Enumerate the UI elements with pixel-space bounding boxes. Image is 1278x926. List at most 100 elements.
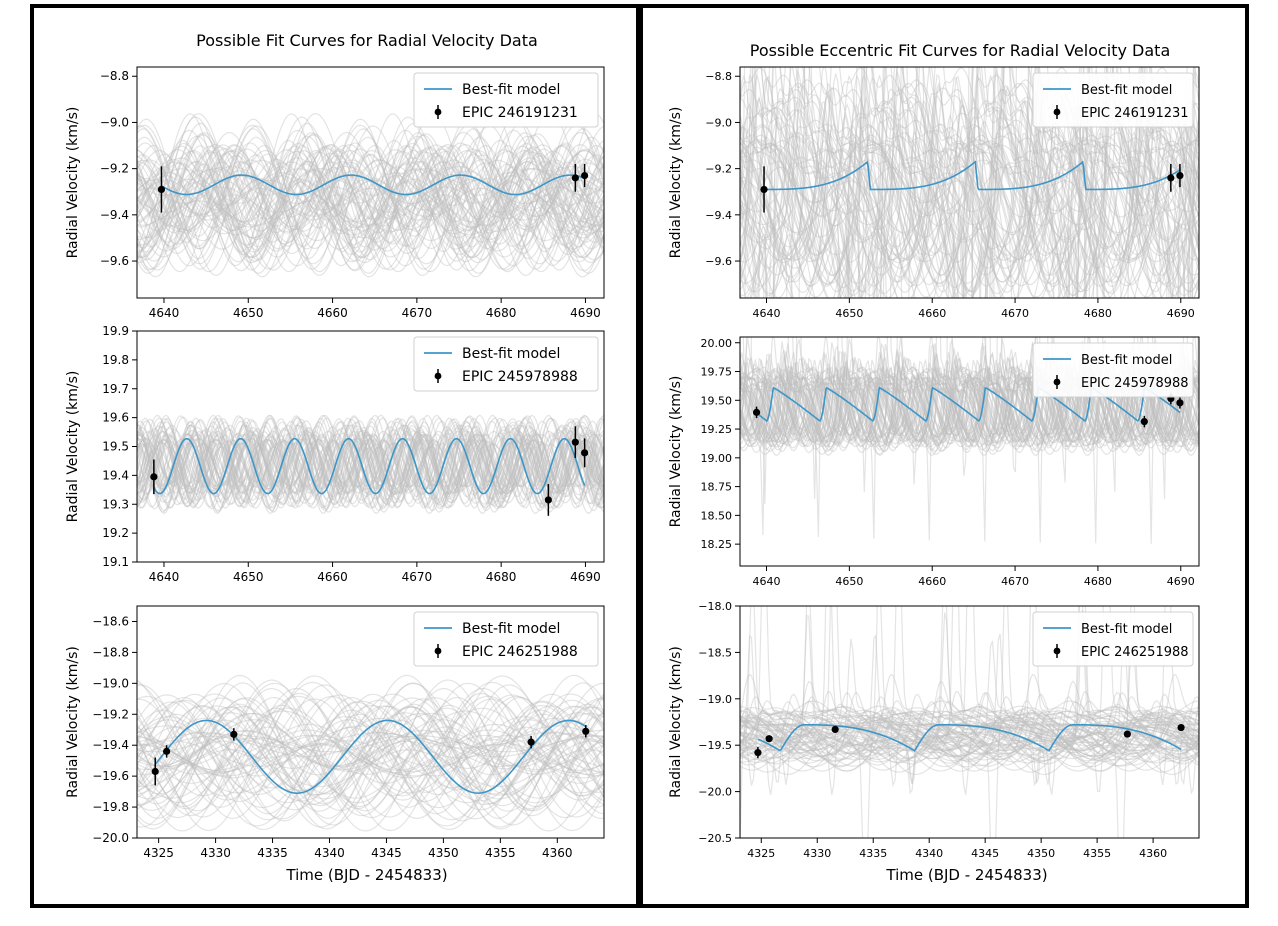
posterior-curve (137, 710, 604, 765)
posterior-curve (137, 682, 604, 812)
posterior-curve (137, 150, 604, 228)
posterior-curve (740, 728, 1199, 746)
posterior-curve (137, 704, 604, 791)
posterior-curve (740, 696, 1199, 764)
y-tick-label: 19.75 (701, 366, 733, 379)
posterior-curve (137, 161, 604, 264)
posterior-curve (740, 606, 1199, 754)
legend-box (413, 336, 599, 392)
right-figure-frame (639, 4, 1249, 908)
x-tick-label: 4360 (542, 846, 573, 860)
data-point (150, 473, 158, 481)
x-axis-label: Time (BJD - 2454833) (285, 866, 447, 884)
x-tick-label: 4350 (428, 846, 459, 860)
posterior-curve (740, 100, 1199, 298)
y-tick-label: −19.4 (92, 738, 129, 752)
x-tick-label: 4355 (485, 846, 516, 860)
posterior-curve (137, 161, 604, 267)
posterior-curve (137, 194, 604, 233)
y-tick-label: 19.4 (102, 468, 129, 482)
posterior-curve (137, 434, 604, 493)
posterior-curve (740, 375, 1199, 435)
posterior-curve (740, 163, 1199, 226)
posterior-curve (137, 168, 604, 204)
posterior-curve (137, 416, 604, 510)
posterior-curve (137, 429, 604, 506)
legend-entry-model: Best-fit model (462, 82, 560, 98)
posterior-curve (137, 705, 604, 795)
posterior-curve (740, 700, 1199, 761)
posterior-curve (740, 112, 1199, 284)
posterior-curve (137, 434, 604, 501)
posterior-curve (137, 695, 604, 803)
posterior-curve (137, 441, 604, 488)
y-tick-label: −19.0 (698, 693, 732, 706)
chart-left-top: 4640 4650 4660 4670 4680 4690 −9.6 −9.4 −9.2 −9.0… (65, 31, 605, 320)
legend-entry-model: Best-fit model (1081, 83, 1172, 98)
posterior-curve (137, 150, 604, 245)
posterior-curve (740, 94, 1199, 278)
posterior-curve (137, 139, 604, 267)
posterior-curve (137, 712, 604, 770)
posterior-curve (137, 145, 604, 263)
posterior-curve (740, 359, 1199, 448)
posterior-curve (740, 363, 1199, 453)
posterior-curve (137, 442, 604, 494)
posterior-curve (740, 367, 1199, 442)
x-tick-label: 4640 (149, 306, 180, 320)
posterior-curve (137, 696, 604, 815)
posterior-curve (137, 172, 604, 206)
posterior-curve (740, 136, 1199, 298)
posterior-curve (137, 682, 604, 819)
posterior-curve (137, 191, 604, 239)
posterior-curve (137, 709, 604, 827)
posterior-curve (137, 152, 604, 250)
posterior-curve (740, 724, 1199, 744)
posterior-curve (740, 712, 1199, 761)
posterior-curve (740, 376, 1199, 430)
posterior-curve (740, 142, 1199, 285)
posterior-curve (740, 128, 1199, 269)
posterior-curve (740, 67, 1199, 284)
posterior-curve (137, 186, 604, 213)
posterior-curve (740, 719, 1199, 752)
posterior-curve (740, 67, 1199, 283)
posterior-curve (137, 187, 604, 217)
posterior-curve (744, 72, 1192, 298)
posterior-curve (740, 721, 1199, 838)
posterior-curve (137, 158, 604, 221)
x-tick-label: 4670 (402, 306, 433, 320)
y-tick-label: −20.0 (698, 786, 732, 799)
posterior-curve (137, 433, 604, 498)
y-tick-label: 19.3 (102, 497, 129, 511)
posterior-curve (740, 351, 1199, 457)
posterior-curve (137, 427, 604, 505)
posterior-curve (137, 697, 604, 811)
posterior-curve (740, 142, 1199, 238)
posterior-curve (137, 434, 604, 495)
legend-box (413, 72, 599, 128)
y-tick-label: −9.0 (100, 115, 129, 129)
posterior-curve (137, 749, 604, 788)
posterior-curve (137, 713, 604, 821)
posterior-curve (740, 705, 1199, 764)
posterior-curve (137, 421, 604, 513)
posterior-curve (137, 148, 604, 232)
posterior-curve (137, 437, 604, 483)
posterior-curve (137, 704, 604, 812)
posterior-curve (740, 701, 1199, 756)
posterior-curve (740, 703, 1199, 760)
posterior-curve (740, 724, 1199, 751)
best-fit-curve (756, 386, 1181, 423)
posterior-curve (740, 139, 1199, 276)
posterior-curve (137, 433, 604, 504)
posterior-curve (137, 161, 604, 252)
posterior-curve (137, 177, 604, 242)
posterior-curve (740, 693, 1199, 761)
posterior-curve (137, 737, 604, 768)
data-point (163, 747, 171, 755)
posterior-curve (740, 131, 1199, 298)
posterior-curve (137, 418, 604, 500)
posterior-curve (137, 425, 604, 500)
data-point (1140, 417, 1148, 426)
